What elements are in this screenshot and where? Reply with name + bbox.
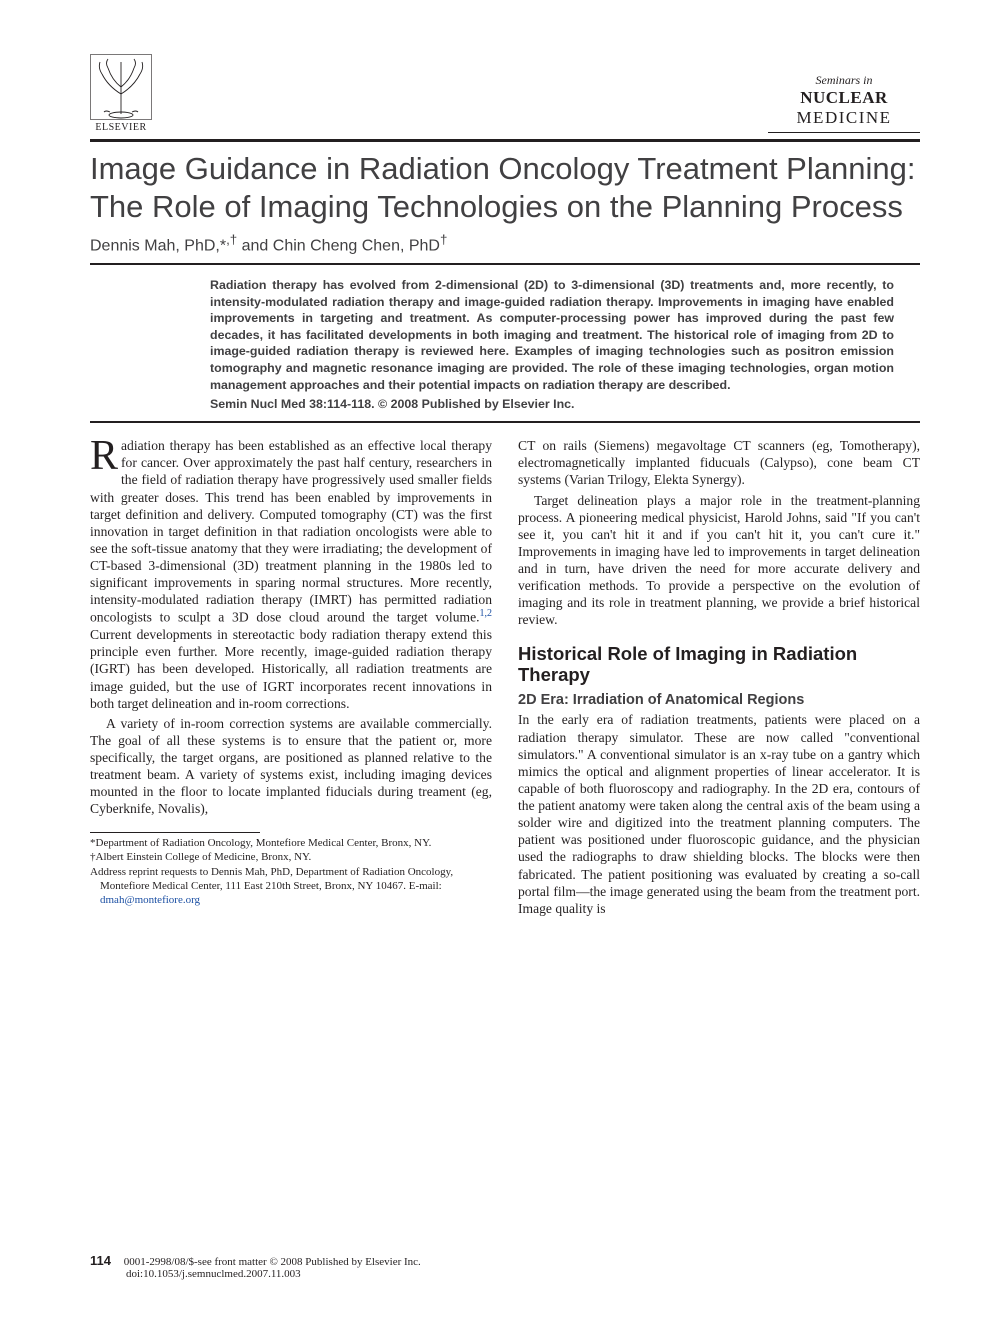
- article-title: Image Guidance in Radiation Oncology Tre…: [90, 150, 920, 226]
- body-paragraph-5: In the early era of radiation treatments…: [518, 711, 920, 917]
- abstract-text: Radiation therapy has evolved from 2-dim…: [210, 277, 894, 393]
- body-paragraph-4: Target delineation plays a major role in…: [518, 492, 920, 629]
- footnote-1: *Department of Radiation Oncology, Monte…: [90, 837, 492, 851]
- article-body: Radiation therapy has been established a…: [90, 437, 920, 920]
- p1-tail: Current developments in stereotactic bod…: [90, 627, 492, 711]
- publisher-name: ELSEVIER: [95, 122, 146, 133]
- footer-copyright: 0001-2998/08/$-see front matter © 2008 P…: [124, 1256, 421, 1268]
- top-rule: [90, 139, 920, 142]
- body-paragraph-2: A variety of in-room correction systems …: [90, 715, 492, 818]
- p1-text: adiation therapy has been established as…: [90, 438, 492, 625]
- body-paragraph-1: Radiation therapy has been established a…: [90, 437, 492, 712]
- email-link[interactable]: dmah@montefiore.org: [100, 894, 200, 906]
- page-footer: 114 0001-2998/08/$-see front matter © 20…: [90, 1253, 421, 1280]
- body-paragraph-3: CT on rails (Siemens) megavoltage CT sca…: [518, 437, 920, 488]
- rule-under-authors: [90, 263, 920, 265]
- footnote-3-text: Address reprint requests to Dennis Mah, …: [90, 866, 453, 892]
- ref-link-1-2[interactable]: 1,2: [480, 608, 493, 619]
- section-heading-history: Historical Role of Imaging in Radiation …: [518, 643, 920, 686]
- footnote-3: Address reprint requests to Dennis Mah, …: [90, 866, 492, 907]
- author-line: Dennis Mah, PhD,*,† and Chin Cheng Chen,…: [90, 232, 920, 255]
- publisher-logo: ELSEVIER: [90, 54, 152, 133]
- dropcap: R: [90, 437, 121, 473]
- journal-line-1: Seminars in: [768, 73, 920, 88]
- elsevier-tree-icon: [90, 54, 152, 120]
- footnote-rule: [90, 832, 260, 833]
- page-number: 114: [90, 1253, 111, 1268]
- rule-under-abstract: [90, 421, 920, 423]
- journal-line-3: MEDICINE: [768, 108, 920, 128]
- left-col-footnotes: *Department of Radiation Oncology, Monte…: [90, 832, 492, 908]
- footer-doi: doi:10.1053/j.semnuclmed.2007.11.003: [126, 1268, 301, 1280]
- journal-title-block: Seminars in NUCLEAR MEDICINE: [768, 73, 920, 133]
- footnotes-block: *Department of Radiation Oncology, Monte…: [90, 837, 492, 908]
- subsection-heading-2d: 2D Era: Irradiation of Anatomical Region…: [518, 691, 920, 709]
- footnote-2: †Albert Einstein College of Medicine, Br…: [90, 851, 492, 865]
- citation-line: Semin Nucl Med 38:114-118. © 2008 Publis…: [210, 397, 894, 411]
- abstract-block: Radiation therapy has evolved from 2-dim…: [90, 277, 920, 411]
- journal-line-2: NUCLEAR: [768, 88, 920, 108]
- page-header: ELSEVIER Seminars in NUCLEAR MEDICINE: [90, 54, 920, 133]
